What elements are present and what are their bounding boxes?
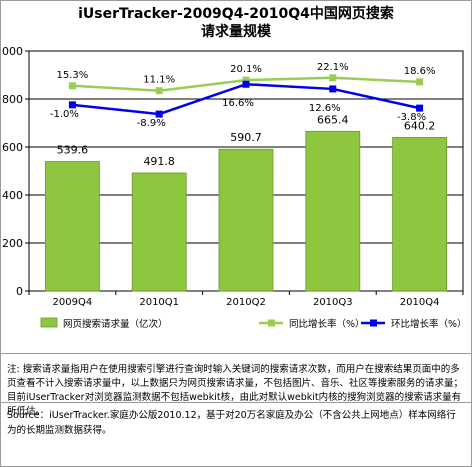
legend-label: 网页搜索请求量（亿次）	[63, 318, 168, 330]
series-value-label: -1.0%	[50, 109, 79, 120]
series-marker-1	[329, 74, 337, 82]
series-value-label: 12.6%	[309, 103, 341, 114]
legend-swatch-bar	[40, 317, 58, 328]
series-value-label: 11.1%	[143, 75, 175, 86]
series-value-label: 15.3%	[57, 70, 89, 81]
bar-2010Q3	[305, 130, 361, 292]
chart-source: Source：iUserTracker.家庭办公版2010.12，基于对20万名…	[7, 410, 456, 436]
chart-title-line1: iUserTracker-2009Q4-2010Q4中国网页搜索	[78, 6, 394, 22]
series-marker-1	[155, 87, 163, 95]
series-value-label: 18.6%	[404, 66, 436, 77]
series-marker-2	[329, 85, 337, 93]
bar-2009Q4	[45, 161, 100, 292]
series-marker-2	[242, 80, 250, 88]
y-tick-label: 200	[2, 237, 23, 250]
series-marker-2	[416, 104, 424, 112]
chart-title-line2: 请求量规模	[201, 24, 271, 40]
series-value-label: 22.1%	[317, 62, 349, 73]
series-value-label: -8.9%	[137, 118, 166, 129]
series-value-label: -3.8%	[397, 112, 426, 123]
legend-label: 环比增长率（%）	[391, 318, 467, 330]
series-marker-1	[242, 76, 250, 84]
x-tick-label: 2009Q4	[53, 297, 93, 308]
series-marker-2	[155, 110, 163, 118]
bar-2010Q4	[392, 136, 448, 292]
bar-2010Q2	[218, 148, 274, 292]
bar-value-label: 640.2	[404, 119, 436, 132]
x-tick-label: 2010Q4	[400, 297, 440, 308]
series-value-label: 16.6%	[222, 98, 254, 109]
y-tick-label: 600	[2, 141, 23, 154]
legend-swatch-marker	[370, 319, 377, 327]
chart-canvas: 0 200 400 600 800 1000 539.6 491.8 590.7 665.4 640…	[1, 45, 467, 330]
y-tick-label: 400	[2, 189, 23, 202]
series-marker-1	[416, 78, 424, 86]
divider-top	[1, 353, 471, 354]
bar-value-label: 491.8	[143, 155, 175, 168]
y-tick-label: 1000	[1, 45, 23, 58]
x-tick-label: 2010Q3	[313, 297, 353, 308]
legend-label: 同比增长率（%）	[289, 318, 365, 330]
y-tick-label: 800	[2, 93, 23, 106]
legend-swatch-marker	[268, 319, 275, 327]
bar-value-label: 665.4	[317, 113, 349, 126]
x-tick-label: 2010Q1	[139, 297, 179, 308]
series-value-label: 20.1%	[230, 64, 262, 75]
series-marker-1	[68, 82, 76, 90]
series-marker-2	[68, 101, 76, 109]
x-tick-label: 2010Q2	[226, 297, 266, 308]
bar-value-label: 539.6	[57, 143, 89, 156]
y-tick-label: 0	[16, 285, 23, 298]
bar-value-label: 590.7	[230, 131, 262, 144]
divider-bottom	[1, 402, 471, 403]
chart-note: 注: 搜索请求量指用户在使用搜索引擎进行查询时输入关键词的搜索请求次数，而用户在…	[7, 364, 464, 417]
bar-2010Q1	[131, 172, 187, 292]
